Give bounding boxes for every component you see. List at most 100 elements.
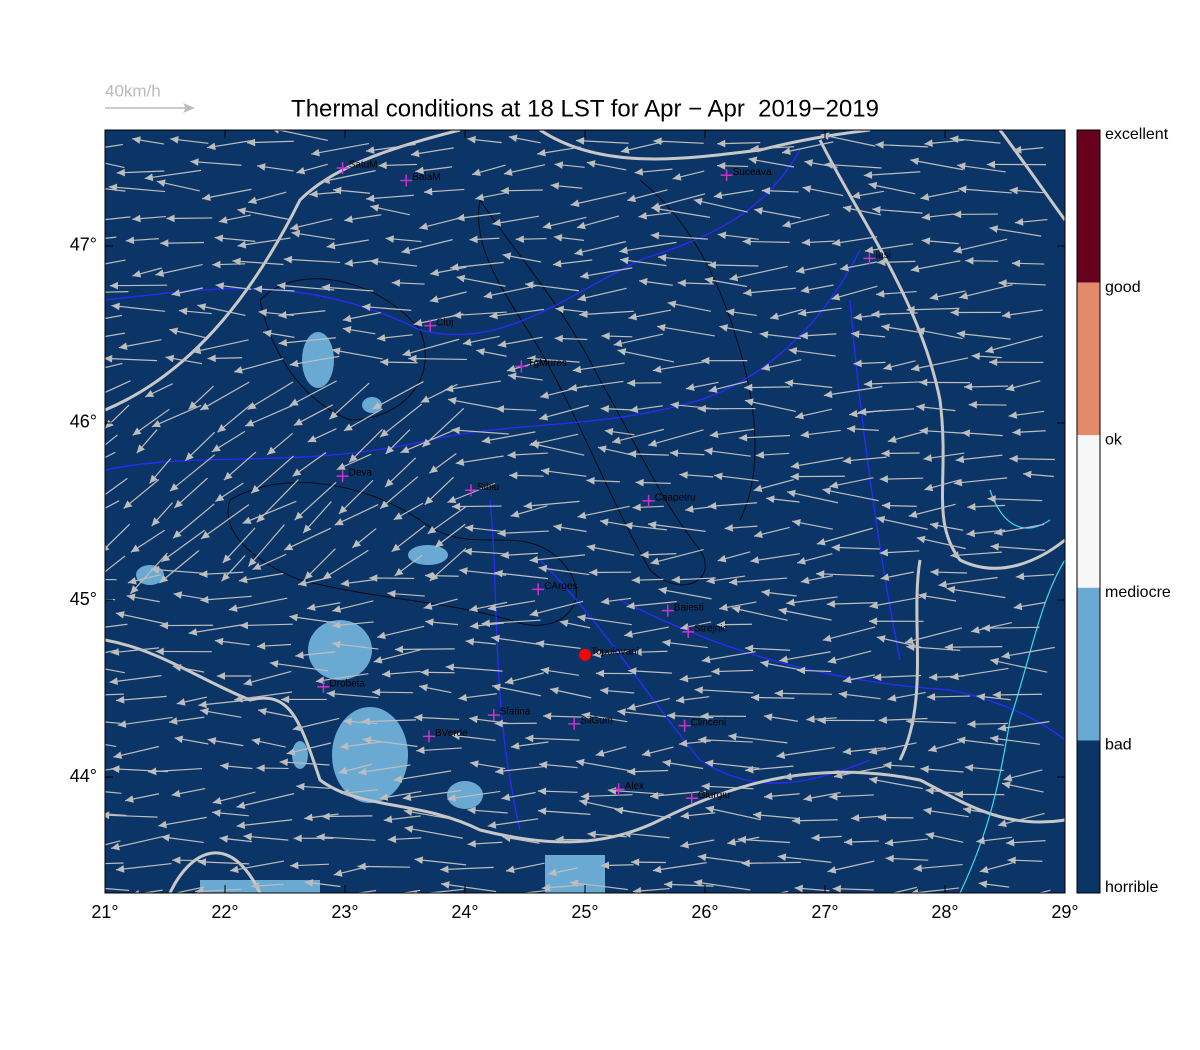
wind-arrow-head bbox=[719, 324, 729, 332]
wind-arrow-head bbox=[764, 792, 773, 800]
wind-arrow-head bbox=[957, 162, 966, 171]
wind-arrow-head bbox=[540, 467, 550, 476]
wind-arrow-head bbox=[875, 141, 884, 149]
wind-arrow-head bbox=[883, 761, 892, 770]
wind-arrow-head bbox=[155, 269, 165, 277]
city-label: Topolovani bbox=[591, 647, 639, 658]
wind-arrow-head bbox=[873, 673, 882, 682]
wind-arrow bbox=[447, 398, 501, 410]
wind-arrow-head bbox=[342, 325, 352, 334]
wind-arrow-head bbox=[380, 358, 389, 366]
wind-arrow-head bbox=[230, 865, 239, 874]
wind-arrow-head bbox=[924, 139, 933, 148]
wind-arrow-head bbox=[876, 290, 885, 298]
wind-arrow-head bbox=[877, 258, 886, 267]
wind-arrow-head bbox=[81, 738, 90, 746]
wind-arrow-head bbox=[726, 308, 735, 317]
wind-arrow-head bbox=[840, 263, 849, 272]
wind-arrow-head bbox=[577, 511, 587, 520]
wind-arrow-head bbox=[666, 711, 676, 720]
wind-arrow-head bbox=[965, 256, 974, 265]
wind-arrow-head bbox=[150, 566, 160, 574]
wind-arrow-head bbox=[950, 308, 959, 317]
wind-arrow-head bbox=[577, 294, 587, 302]
wind-arrow bbox=[393, 770, 452, 781]
wind-arrow-head bbox=[579, 798, 588, 807]
wind-arrow-head bbox=[1012, 428, 1021, 436]
wind-arrow-head bbox=[777, 853, 787, 862]
wind-arrow-head bbox=[871, 310, 880, 318]
wind-arrow-head bbox=[1026, 892, 1028, 893]
wind-arrow bbox=[400, 889, 421, 893]
wind-arrow-head bbox=[277, 281, 286, 290]
wind-arrow-head bbox=[550, 686, 559, 695]
wind-arrow-head bbox=[693, 879, 703, 887]
wind-arrow-head bbox=[237, 240, 247, 249]
wind-arrow-head bbox=[713, 191, 723, 200]
wind-arrow-head bbox=[923, 807, 932, 815]
wind-arrow-head bbox=[553, 233, 563, 242]
wind-arrow-head bbox=[539, 413, 549, 421]
wind-arrow-head bbox=[626, 601, 635, 610]
wind-arrow bbox=[868, 778, 923, 790]
wind-arrow-head bbox=[358, 767, 367, 776]
wind-arrow bbox=[105, 236, 117, 240]
wind-arrow bbox=[105, 649, 116, 654]
wind-arrow-head bbox=[538, 564, 548, 573]
wind-arrow-head bbox=[761, 363, 771, 372]
city-label: CArges bbox=[544, 581, 577, 592]
wind-arrow-head bbox=[648, 439, 658, 447]
wind-arrow-head bbox=[198, 700, 207, 709]
wind-arrow-head bbox=[530, 441, 540, 449]
wind-arrow-head bbox=[766, 495, 775, 503]
wind-arrow-head bbox=[424, 571, 434, 580]
wind-arrow-head bbox=[492, 218, 502, 227]
city-marker bbox=[465, 484, 477, 497]
wind-arrow-head bbox=[172, 856, 181, 865]
wind-arrow-head bbox=[632, 887, 642, 893]
wind-arrow-head bbox=[332, 640, 341, 649]
wind-arrow-head bbox=[427, 525, 437, 534]
wind-arrow-head bbox=[627, 703, 636, 711]
wind-arrow-head bbox=[968, 400, 977, 409]
wind-arrow-head bbox=[403, 808, 413, 816]
wind-arrow-head bbox=[292, 723, 302, 732]
wind-arrow-head bbox=[919, 378, 928, 387]
cities: SatuM BaiaM Suceava Iasi Cluj TgMures Deva Sibi… bbox=[317, 160, 891, 805]
wind-arrow-head bbox=[800, 430, 810, 439]
wind-arrow-head bbox=[171, 789, 181, 798]
city-marker bbox=[682, 625, 695, 638]
wind-arrow bbox=[495, 765, 545, 773]
wind-arrow-head bbox=[387, 835, 397, 844]
wind-arrow-head bbox=[787, 489, 796, 498]
wind-arrow-head bbox=[298, 579, 307, 587]
wind-arrow-head bbox=[422, 438, 431, 448]
wind-arrow bbox=[701, 785, 754, 790]
colorbar-band bbox=[1077, 587, 1100, 741]
wind-arrow-head bbox=[1011, 259, 1021, 268]
wind-arrow-head bbox=[640, 550, 649, 559]
wind-arrow-head bbox=[144, 173, 154, 182]
city-marker bbox=[568, 717, 581, 730]
wind-arrow-head bbox=[574, 248, 584, 256]
wind-arrow-head bbox=[497, 340, 507, 348]
colorbar-label: good bbox=[1105, 279, 1141, 296]
wind-arrow bbox=[197, 304, 246, 317]
city-label: Slatina bbox=[500, 707, 531, 718]
wind-arrow-head bbox=[906, 643, 915, 651]
wind-arrow-head bbox=[832, 885, 841, 893]
wind-arrow-head bbox=[978, 880, 988, 889]
city-marker bbox=[685, 792, 698, 805]
wind-arrow bbox=[105, 314, 122, 320]
wind-arrow-head bbox=[1013, 602, 1023, 611]
wind-arrow bbox=[790, 457, 844, 468]
wind-arrow bbox=[277, 284, 335, 291]
wind-arrow bbox=[192, 339, 249, 353]
wind-arrow-head bbox=[215, 493, 225, 502]
wind-arrow-head bbox=[292, 468, 302, 477]
wind-arrow-head bbox=[472, 168, 481, 177]
wind-arrow-head bbox=[1007, 856, 1016, 865]
wind-arrow bbox=[820, 133, 876, 147]
wind-arrow bbox=[315, 673, 369, 683]
wind-arrow-head bbox=[385, 445, 395, 455]
